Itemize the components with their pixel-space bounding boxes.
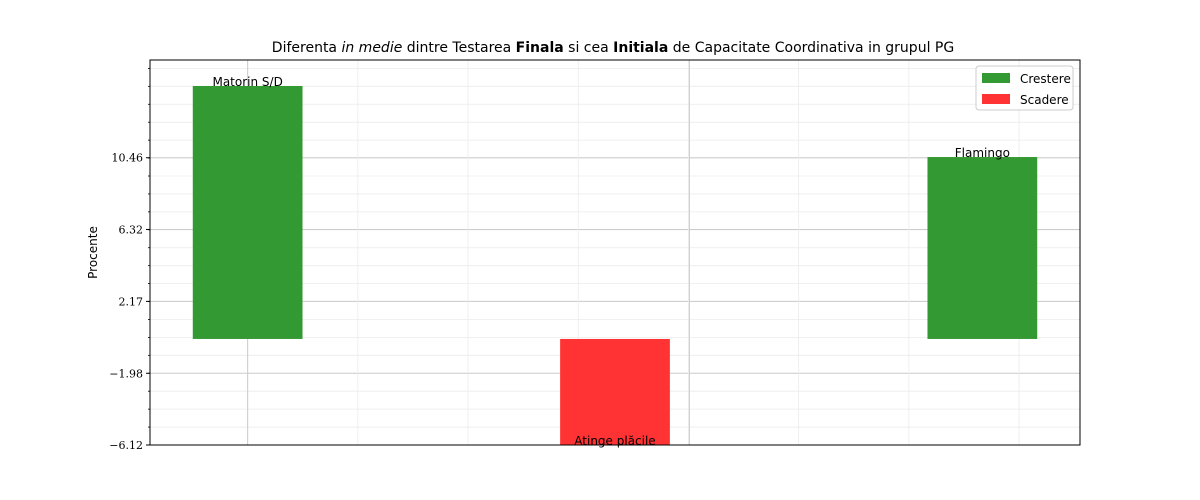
y-tick-label: 10.46 <box>112 152 144 165</box>
title-part: Diferenta <box>272 40 342 56</box>
legend: Crestere Scadere <box>975 65 1074 111</box>
legend-swatch <box>982 73 1010 83</box>
bar-1 <box>560 338 670 445</box>
legend-label: Scadere <box>1020 93 1069 107</box>
y-axis: −6.12 −1.98 2.17 6.32 10.46 <box>109 68 150 452</box>
bar-label-0: Matorin S/D <box>212 75 282 89</box>
title-part: in medie <box>341 40 402 56</box>
y-tick-label: −6.12 <box>109 439 143 452</box>
y-tick-label: −1.98 <box>109 367 143 380</box>
title-part: Initiala <box>613 40 668 56</box>
title-part: de Capacitate Coordinativa in grupul PG <box>668 40 954 56</box>
bars <box>192 85 1038 445</box>
bar-0 <box>192 85 303 339</box>
plot-frame <box>149 59 1081 446</box>
bar-2 <box>927 157 1038 339</box>
bar-label-1: Atinge plăcile <box>574 434 655 448</box>
chart-title: Diferenta in medie dintre Testarea Final… <box>272 40 954 56</box>
legend-swatch <box>982 94 1010 104</box>
y-axis-label: Procente <box>86 226 100 279</box>
legend-label: Crestere <box>1020 72 1071 86</box>
bar-label-2: Flamingo <box>955 146 1010 160</box>
title-part: si cea <box>564 40 613 56</box>
y-tick-label: 6.32 <box>119 223 144 236</box>
y-tick-label: 2.17 <box>119 295 144 308</box>
title-part: dintre Testarea <box>402 40 515 56</box>
title-part: Finala <box>516 40 564 56</box>
